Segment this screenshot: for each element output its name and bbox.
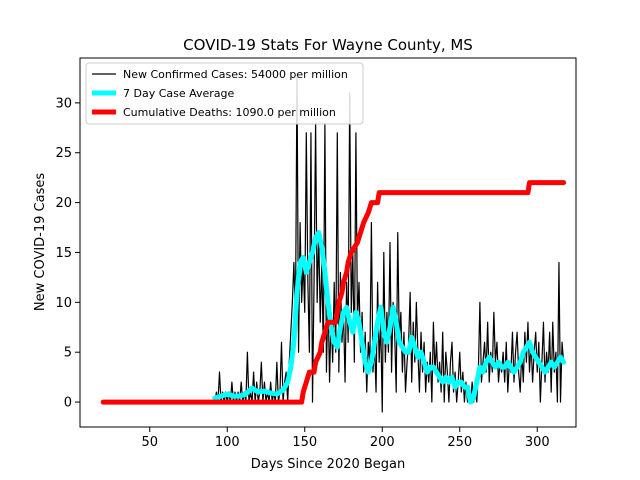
y-tick-label-15: 15 [55, 246, 72, 261]
series-line-7-day-average [212, 230, 567, 405]
y-tick-label-5: 5 [64, 346, 72, 361]
plot-frame [79, 57, 577, 428]
series-line-cumulative-deaths [100, 180, 567, 405]
legend-label-deaths: Cumulative Deaths: 1090.0 per million [123, 106, 336, 119]
legend-label-average: 7 Day Case Average [123, 87, 235, 100]
y-tick-label-30: 30 [55, 96, 72, 111]
x-tick-label-150: 150 [292, 435, 317, 450]
legend-label-cases: New Confirmed Cases: 54000 per million [123, 68, 348, 81]
y-axis-label: New COVID-19 Cases [33, 173, 48, 311]
y-tick-label-20: 20 [55, 196, 72, 211]
legend-frame [85, 62, 364, 125]
x-tick-label-50: 50 [141, 435, 158, 450]
legend: New Confirmed Cases: 54000 per million 7… [85, 62, 364, 125]
chart-title: COVID-19 Stats For Wayne County, MS [183, 36, 473, 54]
x-tick-label-200: 200 [370, 435, 395, 450]
y-tick-label-25: 25 [55, 146, 72, 161]
x-axis-label: Days Since 2020 Began [251, 457, 406, 472]
series-layer [100, 72, 567, 413]
plot-area [79, 57, 577, 428]
x-tick-label-300: 300 [525, 435, 550, 450]
y-tick-label-10: 10 [55, 296, 72, 311]
x-tick-label-100: 100 [215, 435, 240, 450]
y-tick-label-0: 0 [64, 396, 72, 411]
x-tick-label-250: 250 [447, 435, 472, 450]
y-axis: 0 5 10 15 20 25 30 [55, 96, 80, 411]
x-axis: 50 100 150 200 250 300 [141, 427, 550, 450]
